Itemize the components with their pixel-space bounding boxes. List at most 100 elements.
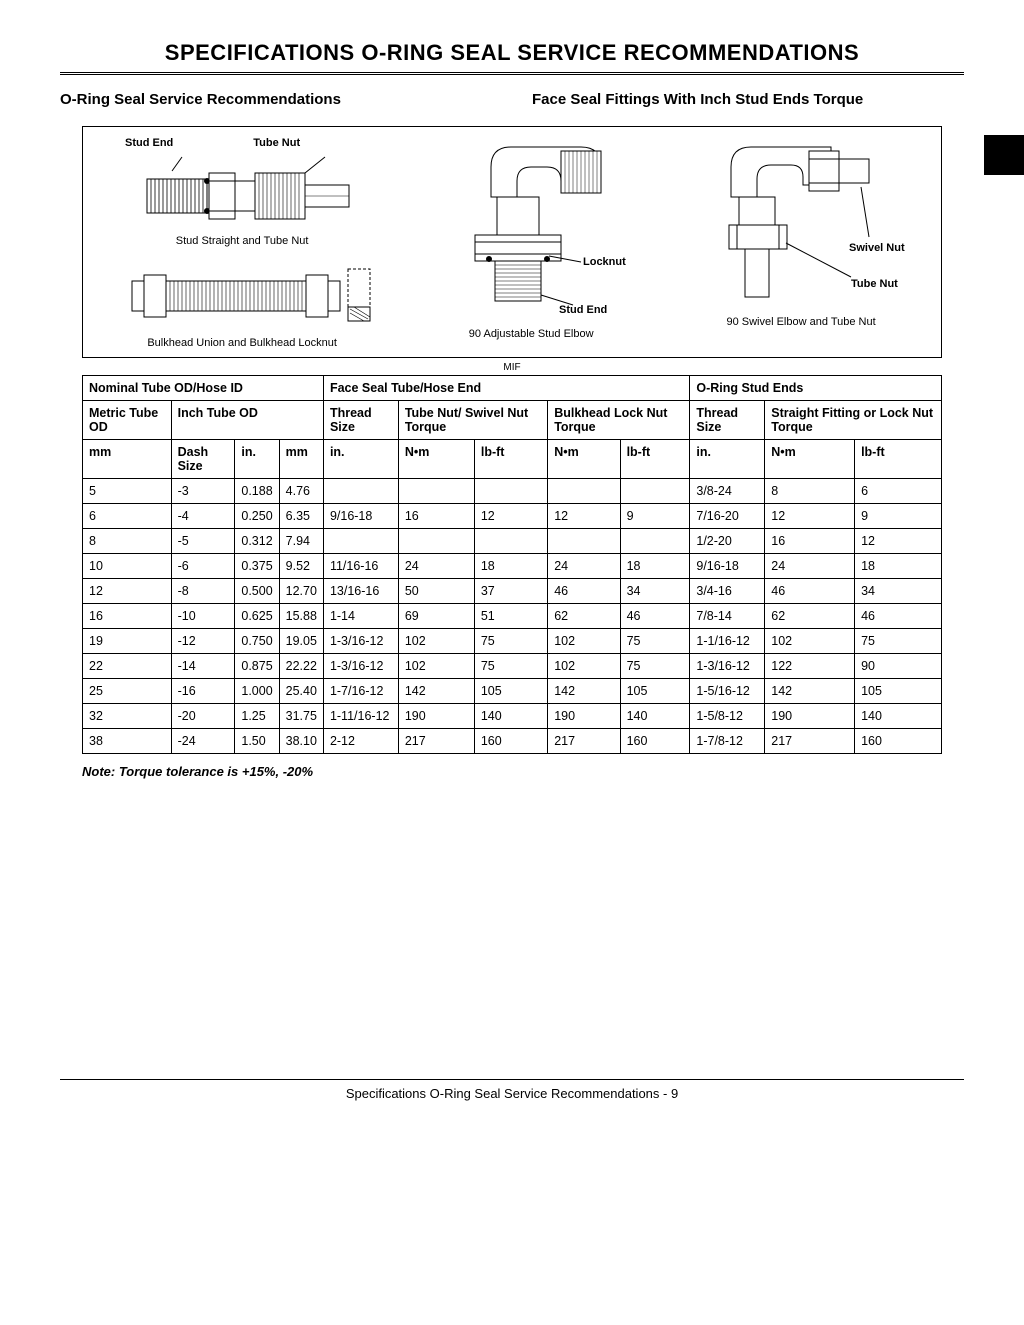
table-cell: 190 [398,704,474,729]
table-cell [398,479,474,504]
table-cell: 37 [474,579,547,604]
heading-left: O-Ring Seal Service Recommendations [60,91,492,108]
table-row: 19-120.75019.051-3/16-1210275102751-1/16… [83,629,942,654]
table-cell: 9/16-18 [690,554,765,579]
table-cell: 7/8-14 [690,604,765,629]
table-cell: 102 [765,629,855,654]
table-cell: 75 [620,654,690,679]
table-group-header-row: Nominal Tube OD/Hose ID Face Seal Tube/H… [83,376,942,401]
sub-header: Thread Size [323,401,398,440]
table-cell: -16 [171,679,235,704]
unit-header: in. [690,440,765,479]
table-cell: 13/16-16 [323,579,398,604]
table-cell: 1.25 [235,704,279,729]
table-cell: 1-5/16-12 [690,679,765,704]
table-cell: 1-14 [323,604,398,629]
table-sub-header-row: Metric Tube OD Inch Tube OD Thread Size … [83,401,942,440]
bulkhead-icon [112,253,372,333]
sub-header: Thread Size [690,401,765,440]
table-row: 16-100.62515.881-14695162467/8-146246 [83,604,942,629]
table-cell: 32 [83,704,172,729]
table-cell: 9 [855,504,942,529]
table-cell: 8 [765,479,855,504]
table-cell: 140 [474,704,547,729]
table-cell: 9/16-18 [323,504,398,529]
table-cell: 3/4-16 [690,579,765,604]
table-cell: 140 [620,704,690,729]
swivel-elbow-icon: Swivel Nut Tube Nut [691,137,911,312]
table-cell: 19.05 [279,629,323,654]
label-stud-end: Stud End [125,137,173,149]
table-cell: 7.94 [279,529,323,554]
unit-header: N•m [398,440,474,479]
table-cell: 62 [548,604,620,629]
table-cell: 7/16-20 [690,504,765,529]
table-cell [474,529,547,554]
table-cell: 160 [474,729,547,754]
table-cell: 1-5/8-12 [690,704,765,729]
sub-header: Straight Fitting or Lock Nut Torque [765,401,942,440]
table-cell: 4.76 [279,479,323,504]
table-cell: -4 [171,504,235,529]
table-cell: 1-3/16-12 [323,654,398,679]
table-cell [620,529,690,554]
table-cell [323,479,398,504]
label-swivel-nut: Swivel Nut [849,242,905,254]
table-cell: 160 [855,729,942,754]
table-cell: 6 [855,479,942,504]
table-cell: 105 [620,679,690,704]
table-cell: 12 [548,504,620,529]
group-header: Nominal Tube OD/Hose ID [83,376,324,401]
table-cell: 22.22 [279,654,323,679]
table-row: 8-50.3127.941/2-201612 [83,529,942,554]
table-cell: 0.188 [235,479,279,504]
table-cell: 15.88 [279,604,323,629]
stud-straight-icon [127,151,357,231]
table-cell: 105 [855,679,942,704]
table-cell: 142 [548,679,620,704]
table-cell: 18 [620,554,690,579]
table-cell [323,529,398,554]
table-cell: 0.375 [235,554,279,579]
table-cell: 50 [398,579,474,604]
table-cell: 8 [83,529,172,554]
table-cell: 75 [620,629,690,654]
table-cell: 1-11/16-12 [323,704,398,729]
table-cell: -3 [171,479,235,504]
table-cell: 69 [398,604,474,629]
table-cell: 18 [855,554,942,579]
footer-rule [60,1079,964,1080]
table-cell: 11/16-16 [323,554,398,579]
table-cell [398,529,474,554]
table-cell: 102 [548,629,620,654]
page-title: SPECIFICATIONS O-RING SEAL SERVICE RECOM… [60,40,964,66]
table-cell: 46 [548,579,620,604]
table-cell: 1-7/16-12 [323,679,398,704]
table-cell: 6 [83,504,172,529]
caption-stud-elbow: 90 Adjustable Stud Elbow [469,328,594,340]
table-row: 12-80.50012.7013/16-16503746343/4-164634 [83,579,942,604]
table-cell: 6.35 [279,504,323,529]
table-cell: 1-3/16-12 [690,654,765,679]
sub-headings: O-Ring Seal Service Recommendations Face… [60,91,964,108]
stud-elbow-icon: Locknut Stud End [431,137,631,322]
table-cell: 24 [548,554,620,579]
table-cell: 12 [474,504,547,529]
caption-swivel-elbow: 90 Swivel Elbow and Tube Nut [726,316,875,328]
sub-header: Metric Tube OD [83,401,172,440]
label-tube-nut: Tube Nut [253,137,300,149]
group-header: Face Seal Tube/Hose End [323,376,689,401]
unit-header: N•m [548,440,620,479]
table-cell: -14 [171,654,235,679]
table-cell: 9.52 [279,554,323,579]
table-cell: 1/2-20 [690,529,765,554]
sub-header: Bulkhead Lock Nut Torque [548,401,690,440]
table-cell: 190 [765,704,855,729]
heading-right: Face Seal Fittings With Inch Stud Ends T… [532,91,964,108]
unit-header: lb-ft [620,440,690,479]
table-cell: 2-12 [323,729,398,754]
table-cell: -24 [171,729,235,754]
table-cell: 3/8-24 [690,479,765,504]
table-cell: -20 [171,704,235,729]
table-cell: -12 [171,629,235,654]
